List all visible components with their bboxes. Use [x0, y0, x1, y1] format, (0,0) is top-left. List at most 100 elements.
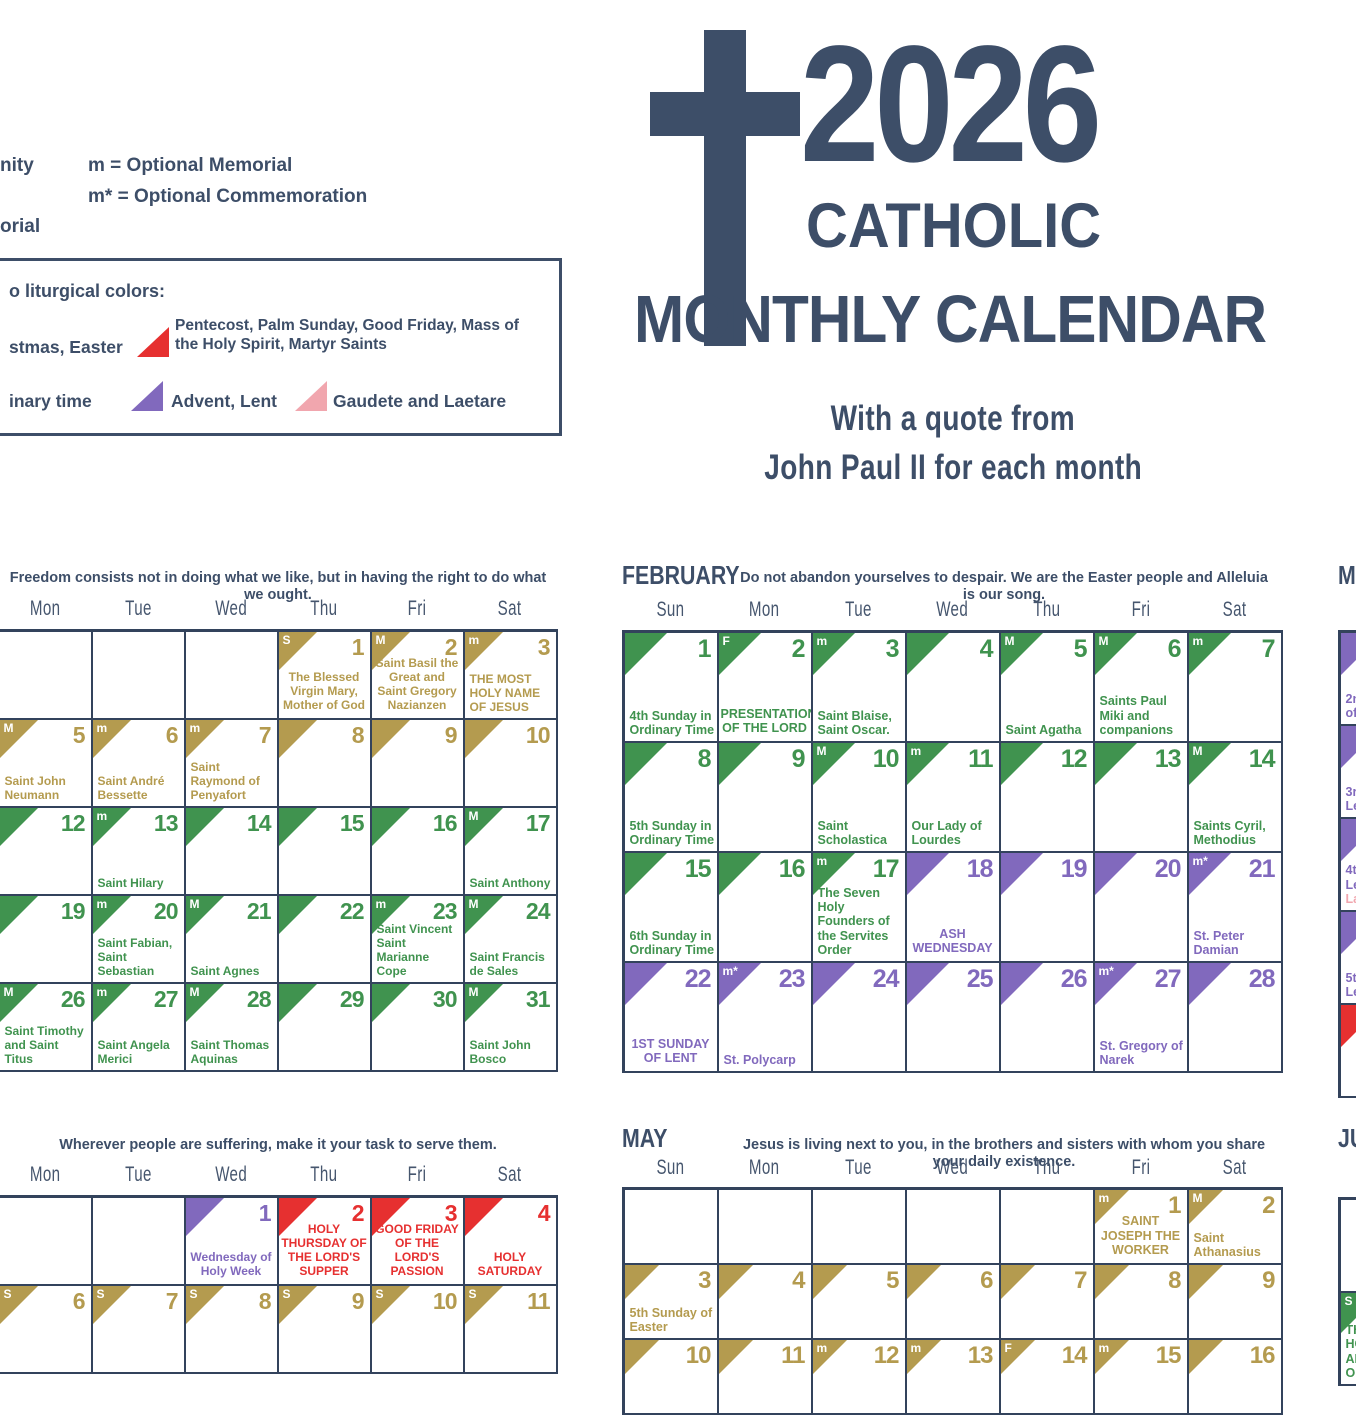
day-number: 1 — [259, 1200, 271, 1227]
calendar-cell — [93, 1198, 184, 1284]
day-number: 5 — [1074, 635, 1087, 664]
calendar-cell: 7 — [1001, 1265, 1093, 1338]
day-number: 29 — [340, 986, 364, 1013]
weekday-header: Wed — [907, 598, 999, 622]
weekday-header-text: Tue — [845, 598, 872, 622]
liturgical-color-triangle — [0, 896, 38, 934]
subtitle-line1: With a quote from — [831, 394, 1076, 443]
liturgical-colors-legend-box: o liturgical colors: stmas, Easter Pente… — [0, 258, 562, 436]
weekday-header: Sat — [1189, 598, 1281, 622]
feast-label: HOLY THURSDAY OF THE LORD'S SUPPER — [281, 1223, 368, 1278]
feast-label: Wednesday of Holy Week — [188, 1251, 275, 1279]
liturgical-color-triangle — [907, 853, 949, 895]
calendar-cell: 10 — [465, 720, 556, 806]
day-number: 10 — [873, 745, 899, 774]
day-number: 11 — [968, 745, 992, 774]
rank-marker: S — [97, 1287, 105, 1301]
rank-marker: S — [283, 633, 291, 647]
calendar-cell: 12 — [0, 808, 91, 894]
feast-label: SAINT JOSEPH THE WORKER — [1097, 1214, 1185, 1257]
weekday-header-text: Thu — [310, 1163, 337, 1187]
rank-marker: M — [190, 897, 200, 911]
rank-marker: m* — [1193, 854, 1208, 868]
liturgical-color-triangle — [279, 720, 317, 758]
weekday-header: Wed — [186, 1163, 277, 1187]
month-name-text: JUNE — [1338, 1123, 1356, 1154]
feast-label: Saint Scholastica — [818, 819, 903, 848]
day-number: 22 — [685, 965, 711, 994]
feast-label: Saint Francis de Sales — [470, 951, 554, 979]
calendar-cell: 9 — [372, 720, 463, 806]
feast-label: Saint Basil the Great and Saint Gregory … — [374, 657, 461, 712]
rank-marker: M — [4, 985, 14, 999]
rank-marker: S — [1345, 1294, 1353, 1308]
liturgical-color-triangle — [1001, 963, 1043, 1005]
legend-green-label-fragment: inary time — [9, 391, 92, 412]
weekday-header-text: Sat — [498, 1163, 522, 1187]
day-number: 11 — [527, 1288, 549, 1315]
weekday-header: Fri — [372, 1163, 463, 1187]
weekday-header: Sat — [465, 1163, 556, 1187]
weekday-header: Fri — [372, 597, 463, 621]
year-title: 2026 — [800, 14, 1097, 197]
calendar-cell: 16 — [1189, 1340, 1281, 1413]
liturgical-color-triangle — [1341, 1005, 1356, 1047]
liturgical-color-triangle — [1341, 633, 1356, 675]
day-number: 4 — [792, 1267, 804, 1295]
liturgical-color-triangle — [1341, 726, 1356, 768]
feast-label: Saint Hilary — [98, 877, 182, 891]
weekday-header-text: Wed — [937, 598, 969, 622]
feast-label: The Seven Holy Founders of the Servites … — [818, 886, 903, 958]
weekday-header: Thu — [1001, 1156, 1093, 1180]
weekday-header: Sat — [465, 597, 556, 621]
feast-label: 6th Sunday in Ordinary Time — [630, 929, 715, 958]
day-number: 7 — [1074, 1267, 1086, 1295]
title-monthly-calendar: MONTHLY CALENDAR — [634, 281, 1266, 358]
calendar-cell: 83rd Sunday of Lent — [1341, 726, 1356, 817]
day-number: 9 — [792, 745, 805, 774]
liturgical-color-triangle — [1001, 1265, 1035, 1299]
weekday-header: Sun — [625, 598, 717, 622]
feast-label: St. Peter Damian — [1194, 929, 1279, 958]
liturgical-color-triangle — [1341, 819, 1356, 861]
liturgical-color-triangle — [279, 984, 317, 1022]
liturgical-color-triangle — [625, 963, 667, 1005]
feast-label: Saint Thomas Aquinas — [191, 1039, 275, 1067]
rank-marker: m* — [1099, 964, 1114, 978]
day-number: 6 — [166, 722, 178, 749]
liturgical-color-triangle — [1189, 963, 1231, 1005]
rank-marker: m — [97, 897, 108, 911]
calendar-cell — [186, 632, 277, 718]
day-number: 1 — [352, 634, 364, 661]
liturgical-color-triangle — [279, 808, 317, 846]
feast-label: St. Polycarp — [724, 1053, 809, 1067]
day-number: 1 — [698, 635, 711, 664]
liturgical-color-triangle — [1095, 1265, 1129, 1299]
legend-optional-memorial: m = Optional Memorial — [88, 155, 292, 177]
liturgical-color-triangle — [907, 633, 949, 675]
liturgical-color-triangle — [1095, 743, 1137, 785]
title-catholic: CATHOLIC — [806, 190, 1101, 262]
rank-marker: F — [1005, 1341, 1012, 1355]
day-number: 3 — [886, 635, 899, 664]
weekday-header: Sun — [1341, 598, 1356, 622]
weekday-header-text: Fri — [408, 1163, 427, 1187]
calendar-cell: 28 — [1189, 963, 1281, 1071]
calendar-cell: 4 — [719, 1265, 811, 1338]
